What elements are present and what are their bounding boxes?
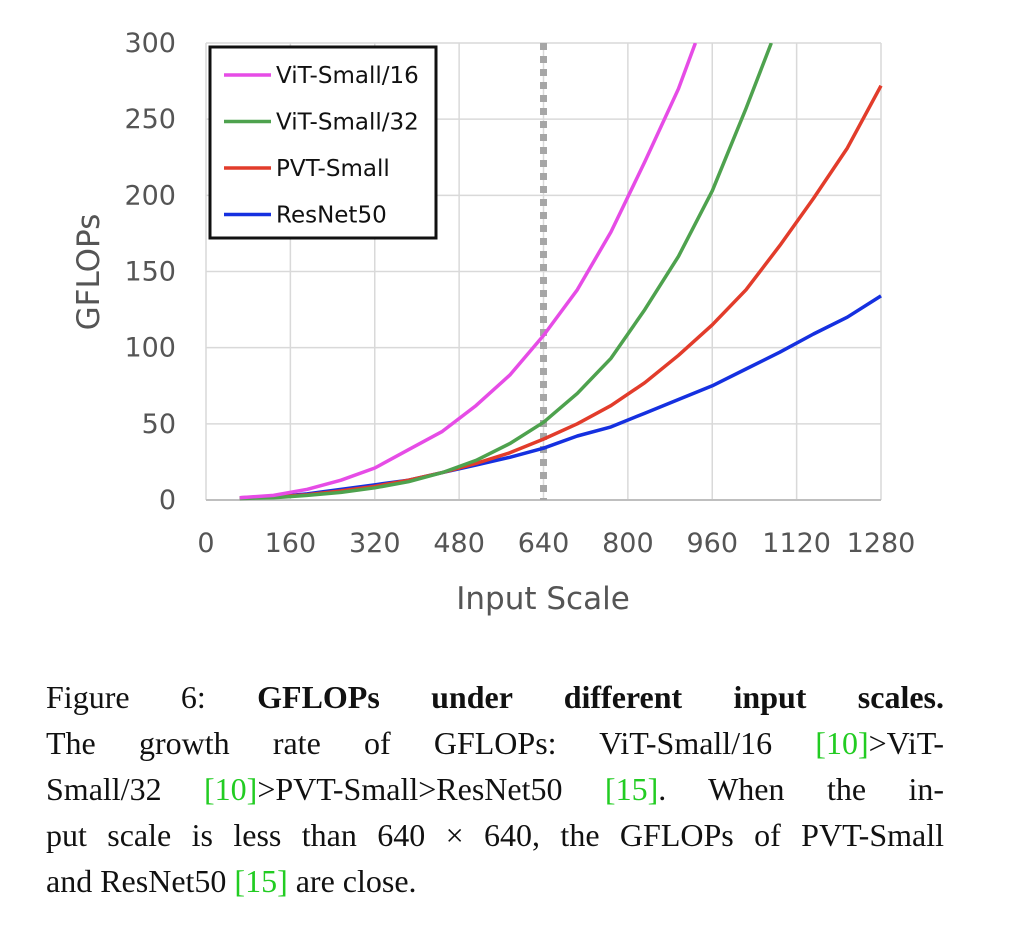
citation-link[interactable]: [15] — [604, 771, 659, 807]
caption-text: . When the in- — [658, 771, 945, 807]
citation-link[interactable]: [10] — [815, 725, 869, 761]
caption-text: Small/32 — [46, 771, 205, 807]
legend-entry: PVT-Small — [276, 156, 390, 182]
series-lines — [239, 43, 883, 501]
x-tick-label: 160 — [265, 528, 317, 559]
legend-entry: ViT-Small/32 — [276, 110, 419, 136]
caption-line-5: and ResNet50 [15] are close. — [46, 858, 944, 904]
series-line-resnet50 — [239, 294, 882, 500]
series-line-vit-small-32 — [239, 43, 773, 501]
legend: ViT-Small/16 ViT-Small/32 PVT-Small ResNet5… — [208, 45, 438, 240]
x-tick-label: 320 — [349, 528, 401, 559]
x-tick-label: 0 — [197, 528, 214, 559]
caption-line-2: The growth rate of GFLOPs: ViT-Small/16 … — [46, 720, 944, 766]
caption-text: >PVT-Small>ResNet50 — [257, 771, 605, 807]
citation-link[interactable]: [10] — [204, 771, 258, 807]
y-tick-label: 100 — [124, 333, 176, 364]
series-line-vit-small-16 — [239, 43, 698, 500]
caption-text: and ResNet50 — [46, 863, 235, 899]
legend-box — [208, 45, 438, 240]
figure-caption: Figure 6: GFLOPs under different input s… — [46, 674, 944, 904]
caption-text: >ViT- — [868, 725, 944, 761]
caption-title: GFLOPs under different input scales. — [257, 679, 945, 715]
x-tick-label: 480 — [433, 528, 485, 559]
y-tick-label: 200 — [124, 180, 176, 211]
x-tick-label: 960 — [686, 528, 738, 559]
gflops-chart: 0 50 100 150 200 250 300 0 160 320 480 640 800 960 11… — [71, 28, 915, 617]
caption-line-4: put scale is less than 640 × 640, the GF… — [46, 812, 944, 858]
x-tick-label: 800 — [602, 528, 654, 559]
y-tick-labels: 0 50 100 150 200 250 300 — [124, 28, 176, 516]
x-tick-label: 640 — [518, 528, 570, 559]
caption-line-3: Small/32 [10]>PVT-Small>ResNet50 [15]. W… — [46, 766, 944, 812]
y-tick-label: 150 — [124, 257, 176, 288]
y-tick-label: 0 — [159, 485, 176, 516]
caption-text: put scale is less than 640 × 640, the GF… — [46, 817, 944, 853]
x-tick-label: 1280 — [847, 528, 916, 559]
caption-text: The growth rate of GFLOPs: ViT-Small/16 — [46, 725, 816, 761]
y-tick-label: 50 — [142, 409, 176, 440]
caption-line-1: Figure 6: GFLOPs under different input s… — [46, 674, 944, 720]
y-tick-label: 300 — [124, 28, 176, 59]
caption-text: are close. — [287, 863, 417, 899]
y-axis-title: GFLOPs — [71, 214, 107, 331]
caption-label: Figure 6: — [46, 679, 206, 715]
x-tick-label: 1120 — [762, 528, 831, 559]
citation-link[interactable]: [15] — [234, 863, 288, 899]
y-tick-label: 250 — [124, 104, 176, 135]
legend-entry: ResNet50 — [276, 203, 387, 229]
legend-entry: ViT-Small/16 — [276, 63, 419, 89]
x-axis-title: Input Scale — [456, 581, 630, 617]
x-tick-labels: 0 160 320 480 640 800 960 1120 1280 — [197, 528, 915, 559]
